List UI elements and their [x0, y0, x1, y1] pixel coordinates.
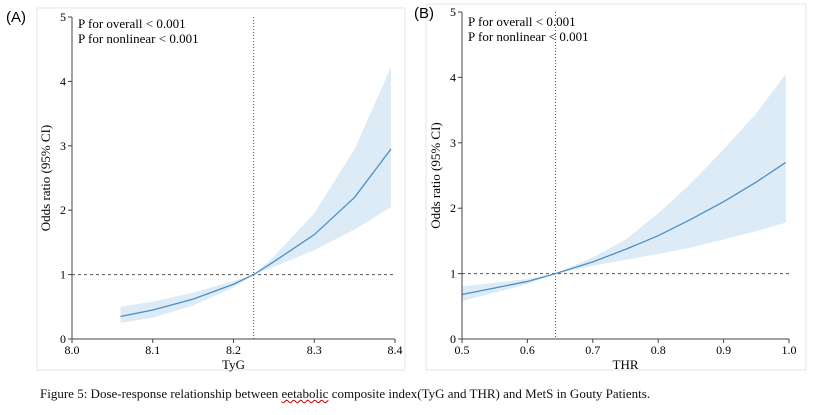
x-tick-label: 8.0 — [65, 343, 80, 357]
x-tick-label: 0.8 — [651, 343, 666, 357]
x-tick-label: 0.6 — [520, 343, 535, 357]
x-tick-label: 8.4 — [388, 343, 403, 357]
x-tick-label: 1.0 — [782, 343, 797, 357]
y-tick-label: 3 — [450, 136, 456, 150]
x-tick-label: 0.7 — [585, 343, 600, 357]
y-tick-label: 4 — [450, 70, 456, 84]
figure: (A) 0 1 2 3 4 5 8.0 8.1 8.2 8.3 8.4 TyG Odds ratio (9… — [6, 3, 807, 372]
caption-text-end: composite index(TyG and THR) and MetS in… — [328, 386, 651, 401]
p-value-annotation: P for overall < 0.001 — [468, 14, 576, 29]
odds-ratio-curve — [461, 161, 787, 296]
p-value-annotation: P for overall < 0.001 — [78, 16, 186, 31]
y-tick-label: 5 — [450, 5, 456, 19]
caption-misspelled-word: eetabolic — [281, 386, 329, 401]
figure-caption: Figure 5: Dose-response relationship bet… — [40, 386, 650, 402]
x-tick-label: 8.1 — [145, 343, 160, 357]
y-tick-label: 0 — [450, 332, 456, 346]
y-tick-label: 2 — [450, 201, 456, 215]
panel-label: (B) — [414, 5, 434, 22]
y-tick-label: 1 — [450, 267, 456, 281]
x-axis-label: THR — [613, 357, 639, 372]
p-value-annotation: P for nonlinear < 0.001 — [468, 29, 589, 44]
panel-frame — [425, 3, 807, 371]
y-tick-label: 5 — [60, 10, 66, 24]
y-axis-label: Odds ratio (95% CI) — [38, 125, 53, 232]
x-tick-label: 0.9 — [716, 343, 731, 357]
x-axis-label: TyG — [222, 357, 245, 372]
panel-frame — [36, 7, 406, 371]
confidence-band — [462, 74, 786, 302]
p-value-annotation: P for nonlinear < 0.001 — [78, 31, 199, 46]
y-axis-label: Odds ratio (95% CI) — [428, 122, 443, 229]
y-tick-label: 3 — [60, 139, 66, 153]
y-tick-label: 0 — [60, 332, 66, 346]
panel-label: (A) — [6, 9, 26, 26]
y-tick-label: 2 — [60, 203, 66, 217]
x-tick-label: 8.3 — [307, 343, 322, 357]
x-tick-label: 0.5 — [455, 343, 470, 357]
caption-text: Figure 5: Dose-response relationship bet… — [40, 386, 282, 401]
x-tick-label: 8.2 — [226, 343, 241, 357]
y-tick-label: 1 — [60, 268, 66, 282]
confidence-band — [120, 67, 391, 323]
odds-ratio-curve — [120, 148, 392, 318]
y-tick-label: 4 — [60, 74, 66, 88]
